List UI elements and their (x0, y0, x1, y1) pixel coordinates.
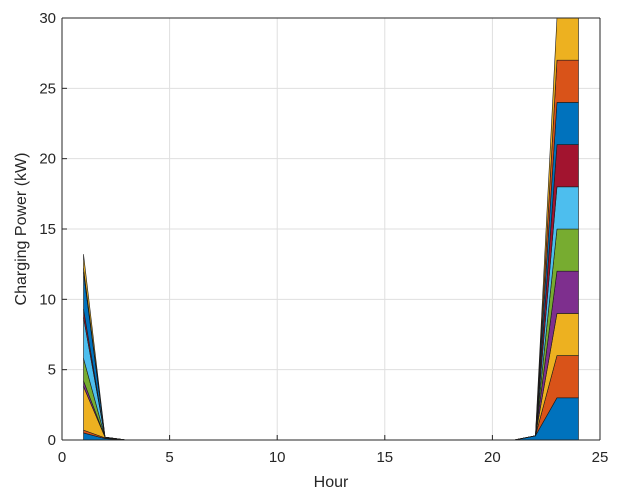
x-tick-label-3: 15 (376, 449, 393, 466)
tick-labels: 0 5 10 15 20 25 0 5 10 15 20 25 30 (39, 10, 608, 466)
y-axis-label: Charging Power (kW) (13, 153, 30, 306)
grid-lines (61, 17, 601, 441)
series-area-4 (83, 270, 579, 440)
series-area-3 (83, 313, 579, 440)
y-tick-label-6: 30 (39, 10, 56, 27)
y-tick-label-1: 5 (48, 362, 56, 379)
y-tick-label-5: 25 (39, 80, 56, 97)
y-tick-label-2: 10 (39, 291, 56, 308)
series-area-8 (83, 102, 579, 440)
y-tick-label-3: 15 (39, 221, 56, 238)
x-tick-label-5: 25 (592, 449, 609, 466)
y-tick-label-4: 20 (39, 151, 56, 168)
series-area-5 (83, 228, 579, 440)
x-tick-label-0: 0 (58, 449, 66, 466)
y-tick-label-0: 0 (48, 432, 56, 449)
series-area-10 (83, 18, 579, 440)
axes (61, 17, 601, 441)
series-area-7 (83, 144, 579, 440)
series-areas (83, 18, 579, 440)
x-tick-label-4: 20 (484, 449, 501, 466)
x-tick-label-2: 10 (269, 449, 286, 466)
series-area-9 (83, 59, 579, 440)
series-area-2 (83, 355, 579, 440)
x-tick-label-1: 5 (165, 449, 173, 466)
x-axis-label: Hour (314, 474, 349, 491)
series-area-6 (83, 186, 579, 440)
